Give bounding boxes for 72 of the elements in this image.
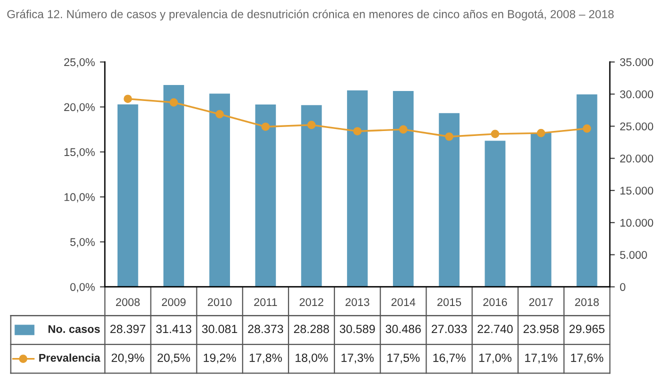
- bar: [576, 94, 598, 287]
- data-label: 28.288: [294, 324, 330, 334]
- x-tick-label: 2011: [254, 298, 277, 306]
- data-label: 28.373: [248, 324, 284, 334]
- data-label: 31.413: [156, 324, 192, 334]
- x-tick-label: 2014: [391, 298, 416, 306]
- data-label: 29.965: [569, 324, 604, 334]
- y2-tick-label: 0: [620, 283, 626, 291]
- y-tick-label: 5,0%: [70, 238, 95, 248]
- x-tick-label: 2016: [483, 298, 507, 306]
- x-tick-label: 2009: [162, 298, 186, 306]
- point: [490, 130, 500, 138]
- y2-tick-label: 25.000: [620, 122, 654, 130]
- point: [261, 122, 270, 131]
- y-tick-label: 10,0%: [64, 193, 95, 202]
- point: [353, 127, 362, 136]
- data-label: 19,2%: [204, 354, 236, 364]
- data-label: 23.958: [524, 324, 559, 334]
- point: [307, 120, 316, 130]
- data-label: 17,5%: [387, 354, 420, 364]
- x-tick-label: 2008: [116, 298, 140, 306]
- point: [399, 125, 408, 134]
- bar: [255, 104, 276, 287]
- data-label: 28.397: [110, 324, 146, 334]
- data-label: 20,5%: [158, 354, 190, 364]
- point: [215, 110, 224, 118]
- x-tick-label: 2010: [208, 298, 232, 306]
- data-label: 17,1%: [525, 354, 558, 364]
- bar: [484, 140, 506, 287]
- x-tick-label: 2015: [437, 298, 462, 306]
- y2-tick-label: 30.000: [620, 90, 654, 98]
- data-label: 22.740: [478, 324, 513, 334]
- bar: [530, 132, 552, 287]
- data-label: 20,9%: [112, 354, 144, 364]
- y-tick-label: 0,0%: [70, 283, 95, 292]
- y2-tick-label: 5.000: [620, 250, 647, 259]
- y-tick-label: 20,0%: [64, 103, 95, 112]
- data-label: 27.033: [432, 324, 467, 334]
- bar: [163, 85, 184, 287]
- bar: [392, 90, 414, 287]
- chart-title: Gráfica 12. Número de casos y prevalencia de desnutrición crónica en menores de cinco años en Bogotá, 2008 – 2018: [7, 10, 614, 21]
- data-label: 16,7%: [433, 354, 466, 364]
- x-tick-label: 2017: [529, 298, 553, 306]
- y2-tick-label: 10.000: [620, 218, 654, 227]
- y-tick-label: 25,0%: [64, 58, 95, 68]
- data-label: 17,8%: [250, 354, 282, 364]
- bar: [209, 94, 230, 287]
- data-label: 30.589: [340, 324, 375, 334]
- y-tick-label: 15,0%: [64, 148, 95, 158]
- legend-label: No. casos: [48, 325, 100, 333]
- x-tick-label: 2018: [575, 298, 599, 306]
- y2-tick-label: 15.000: [620, 186, 654, 195]
- point: [582, 124, 592, 133]
- x-tick-label: 2012: [300, 298, 324, 306]
- data-label: 30.081: [202, 324, 238, 334]
- data-label: 17,3%: [342, 354, 374, 364]
- data-label: 18,0%: [296, 354, 328, 364]
- y2-tick-label: 35.000: [620, 58, 654, 66]
- point: [170, 98, 178, 107]
- data-label: 17,6%: [571, 354, 604, 364]
- point: [536, 128, 546, 138]
- data-label: 17,0%: [479, 354, 512, 364]
- bar: [438, 113, 460, 287]
- bar: [301, 105, 322, 287]
- y2-tick-label: 20.000: [620, 154, 654, 162]
- bar: [347, 90, 368, 287]
- legend-label: Prevalencia: [39, 354, 100, 362]
- point: [445, 132, 454, 141]
- point: [124, 94, 132, 104]
- bar: [118, 104, 138, 287]
- data-label: 30.486: [386, 324, 421, 334]
- x-tick-label: 2013: [346, 298, 370, 306]
